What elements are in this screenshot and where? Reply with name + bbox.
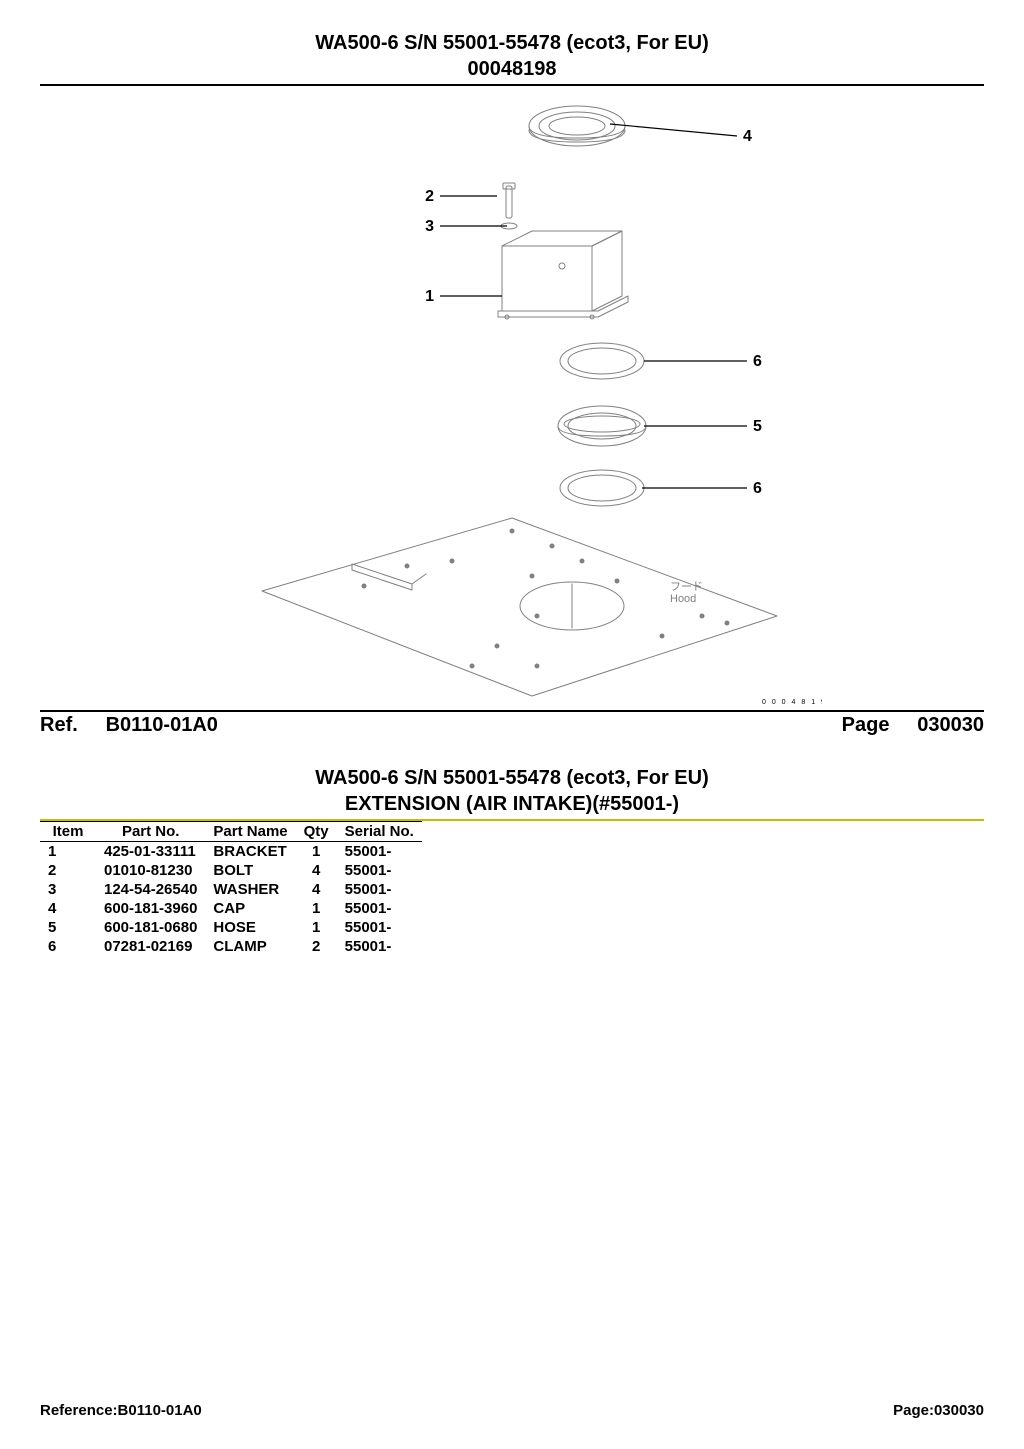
footer: Reference:B0110-01A0 Page:030030 <box>40 1402 984 1419</box>
cell-serial: 55001- <box>337 918 422 937</box>
col-item: Item <box>40 822 96 842</box>
page: WA500-6 S/N 55001-55478 (ecot3, For EU) … <box>0 0 1024 1449</box>
table-row: 1425-01-33111BRACKET155001- <box>40 842 422 862</box>
table-row: 4600-181-3960CAP155001- <box>40 899 422 918</box>
cell-serial: 55001- <box>337 899 422 918</box>
cell-qty: 1 <box>296 899 337 918</box>
cell-qty: 1 <box>296 842 337 862</box>
cell-partno: 600-181-3960 <box>96 899 205 918</box>
cell-item: 3 <box>40 880 96 899</box>
cell-qty: 1 <box>296 918 337 937</box>
bracket-box <box>498 231 628 319</box>
table-header-row: Item Part No. Part Name Qty Serial No. <box>40 822 422 842</box>
callout-number: 5 <box>753 418 762 435</box>
diagram-container: 4 2 3 1 6 5 6 フード Hood 0 0 0 4 8 1 9 8 <box>40 86 984 706</box>
cell-name: CAP <box>205 899 295 918</box>
callout-number: 3 <box>425 218 434 235</box>
cell-serial: 55001- <box>337 861 422 880</box>
callout-number: 2 <box>425 188 434 205</box>
ref-number: B0110-01A0 <box>106 714 218 736</box>
subtitle-model: WA500-6 S/N 55001-55478 (ecot3, For EU) <box>40 765 984 791</box>
footer-right: Page:030030 <box>893 1402 984 1419</box>
subtitle-block: WA500-6 S/N 55001-55478 (ecot3, For EU) … <box>40 765 984 817</box>
page-label: Page <box>842 714 890 736</box>
cell-name: CLAMP <box>205 937 295 956</box>
cell-partno: 124-54-26540 <box>96 880 205 899</box>
exploded-diagram: 4 2 3 1 6 5 6 フード Hood 0 0 0 4 8 1 9 8 <box>202 86 822 706</box>
model-line: WA500-6 S/N 55001-55478 (ecot3, For EU) <box>40 30 984 56</box>
cell-name: BRACKET <box>205 842 295 862</box>
cell-item: 6 <box>40 937 96 956</box>
table-row: 201010-81230BOLT455001- <box>40 861 422 880</box>
cell-name: WASHER <box>205 880 295 899</box>
hood-label-en: Hood <box>670 593 696 605</box>
col-partno: Part No. <box>96 822 205 842</box>
ref-left: Ref. B0110-01A0 <box>40 714 218 737</box>
cell-item: 2 <box>40 861 96 880</box>
col-qty: Qty <box>296 822 337 842</box>
callout-number: 4 <box>743 128 752 145</box>
table-row: 607281-02169CLAMP255001- <box>40 937 422 956</box>
col-partname: Part Name <box>205 822 295 842</box>
footer-left: Reference:B0110-01A0 <box>40 1402 202 1419</box>
cell-partno: 425-01-33111 <box>96 842 205 862</box>
ref-right: Page 030030 <box>842 714 984 737</box>
cell-serial: 55001- <box>337 880 422 899</box>
ref-row: Ref. B0110-01A0 Page 030030 <box>40 710 984 737</box>
callout-number: 1 <box>425 288 434 305</box>
table-row: 3124-54-26540WASHER455001- <box>40 880 422 899</box>
col-serial: Serial No. <box>337 822 422 842</box>
leader-line <box>610 124 737 136</box>
cap <box>529 106 625 146</box>
cell-name: HOSE <box>205 918 295 937</box>
drawing-id-small: 0 0 0 4 8 1 9 8 <box>762 699 822 706</box>
cell-serial: 55001- <box>337 937 422 956</box>
page-number: 030030 <box>917 714 984 736</box>
hood-label-jp: フード <box>670 581 703 593</box>
cell-qty: 2 <box>296 937 337 956</box>
cell-qty: 4 <box>296 880 337 899</box>
table-row: 5600-181-0680HOSE155001- <box>40 918 422 937</box>
cell-qty: 4 <box>296 861 337 880</box>
cell-partno: 07281-02169 <box>96 937 205 956</box>
cell-item: 1 <box>40 842 96 862</box>
drawing-number: 00048198 <box>40 56 984 82</box>
ring-lower <box>560 470 644 506</box>
cell-partno: 01010-81230 <box>96 861 205 880</box>
callout-number: 6 <box>753 480 762 497</box>
ring-upper <box>560 343 644 379</box>
ref-label: Ref. <box>40 714 78 736</box>
bolt-washer <box>501 183 517 229</box>
hood-panel <box>262 518 777 696</box>
cell-item: 4 <box>40 899 96 918</box>
hose <box>558 406 646 446</box>
cell-name: BOLT <box>205 861 295 880</box>
cell-item: 5 <box>40 918 96 937</box>
cell-partno: 600-181-0680 <box>96 918 205 937</box>
cell-serial: 55001- <box>337 842 422 862</box>
title-block: WA500-6 S/N 55001-55478 (ecot3, For EU) … <box>40 30 984 82</box>
subtitle-desc: EXTENSION (AIR INTAKE)(#55001-) <box>40 791 984 817</box>
parts-table: Item Part No. Part Name Qty Serial No. 1… <box>40 821 422 956</box>
callout-number: 6 <box>753 353 762 370</box>
